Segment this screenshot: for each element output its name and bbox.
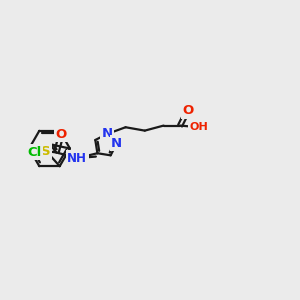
Text: NH: NH [67,152,87,165]
Text: O: O [182,104,193,117]
Text: Cl: Cl [28,146,42,159]
Text: S: S [41,145,51,158]
Text: O: O [56,128,67,141]
Text: H: H [193,122,202,132]
Text: N: N [111,137,122,150]
Text: N: N [102,128,113,140]
Text: OH: OH [190,122,208,132]
